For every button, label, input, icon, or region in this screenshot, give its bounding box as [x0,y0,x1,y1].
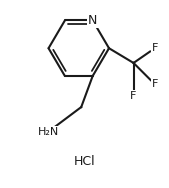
Text: F: F [130,91,137,101]
Text: N: N [88,14,97,27]
Text: H₂N: H₂N [38,127,59,137]
Text: HCl: HCl [74,155,95,168]
Text: F: F [152,43,158,53]
Text: F: F [152,79,158,89]
